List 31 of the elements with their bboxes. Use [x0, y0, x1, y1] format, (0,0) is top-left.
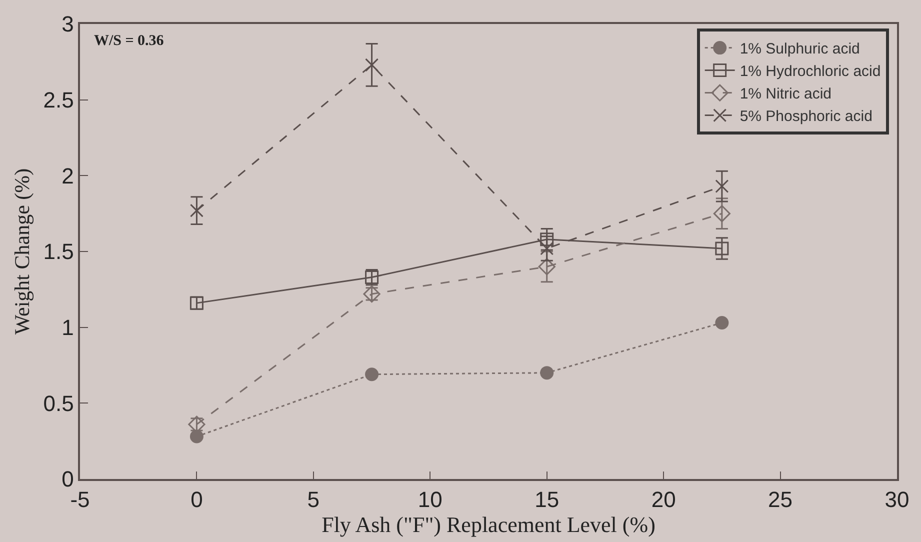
- x-tick-label: 20: [651, 487, 676, 512]
- x-tick-label: 5: [307, 487, 320, 512]
- y-axis-title: Weight Change (%): [10, 168, 34, 335]
- y-tick-label: 1.5: [43, 239, 74, 264]
- y-tick-label: 2: [62, 163, 74, 188]
- x-tick-label: 25: [768, 487, 793, 512]
- y-tick-label: 3: [62, 12, 74, 37]
- point: [715, 316, 729, 330]
- legend-label: 5% Phosphoric acid: [740, 108, 872, 126]
- legend-label: 1% Sulphuric acid: [740, 40, 860, 58]
- y-tick-label: 2.5: [43, 88, 74, 113]
- point: [540, 366, 554, 380]
- point: [190, 204, 204, 218]
- point: [190, 430, 204, 444]
- x-tick-label: 10: [418, 487, 442, 512]
- legend-label: 1% Nitric acid: [740, 86, 832, 103]
- legend-label: 1% Hydrochloric acid: [740, 63, 881, 80]
- point: [715, 180, 729, 194]
- point: [365, 368, 379, 382]
- annotation: W/S = 0.36: [94, 33, 164, 49]
- x-axis-title: Fly Ash ("F") Replacement Level (%): [322, 512, 656, 538]
- point: [713, 205, 730, 222]
- point: [540, 232, 554, 246]
- point: [538, 258, 556, 276]
- x-tick-label: 30: [884, 487, 910, 512]
- x-tick-label: 0: [190, 487, 203, 512]
- y-tick-label: 0.5: [43, 390, 74, 416]
- y-tick-label: 1: [62, 315, 74, 340]
- point: [365, 58, 379, 72]
- point: [715, 242, 729, 256]
- x-tick-label: 15: [534, 487, 560, 512]
